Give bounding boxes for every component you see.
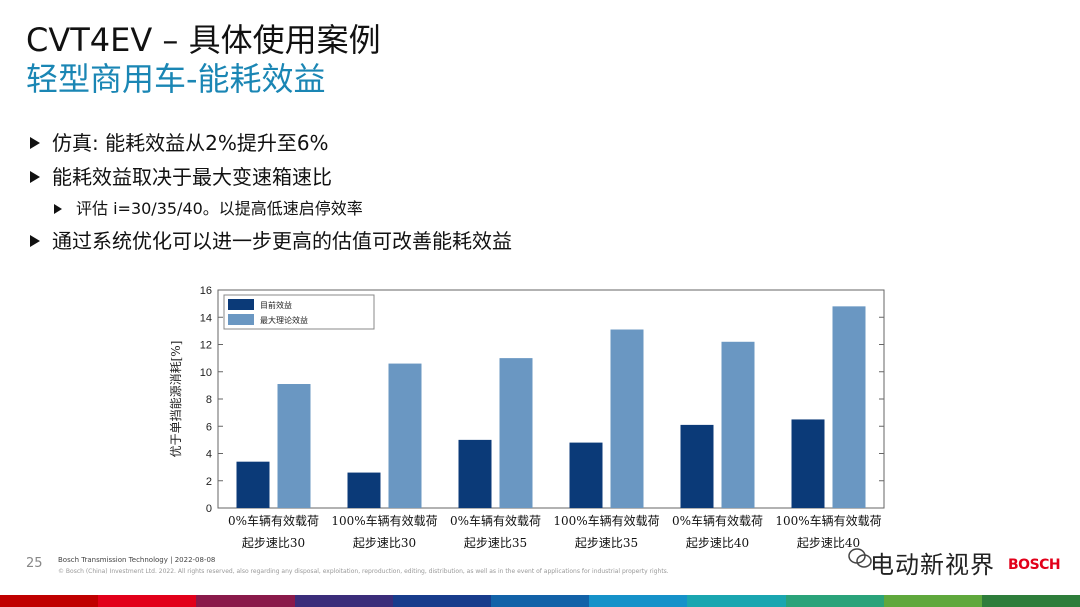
x-category-line: 100%车辆有效载荷 [331, 514, 438, 528]
color-strip-segment [981, 595, 1080, 607]
x-category-line: 0%车辆有效载荷 [227, 514, 320, 528]
wechat-icon [848, 548, 872, 568]
bullet-text: 通过系统优化可以进一步更高的估值可改善能耗效益 [52, 229, 512, 253]
color-strip-segment [196, 595, 295, 607]
bullet-item: 仿真: 能耗效益从2%提升至6% [30, 126, 512, 160]
x-category-label: 0%车辆有效载荷 起步速比30 [214, 510, 334, 554]
bar-current [347, 472, 381, 508]
bullet-item: 能耗效益取决于最大变速箱速比 [30, 160, 512, 194]
y-axis-label: 优于单挡能源消耗[%] [169, 341, 183, 458]
bar-current [236, 461, 270, 508]
x-category-line: 起步速比35 [463, 536, 528, 550]
color-strip-segment [785, 595, 884, 607]
color-strip-segment [0, 595, 99, 607]
x-category-line: 起步速比30 [241, 536, 306, 550]
color-strip-segment [687, 595, 786, 607]
bullet-text: 仿真: 能耗效益从2%提升至6% [52, 131, 329, 155]
x-category-label: 0%车辆有效载荷 起步速比35 [436, 510, 556, 554]
bar-max [388, 363, 422, 508]
y-tick-label: 10 [200, 367, 212, 379]
bar-max [721, 341, 755, 508]
bullet-item: 通过系统优化可以进一步更高的估值可改善能耗效益 [30, 224, 512, 258]
legend-label: 最大理论效益 [260, 315, 308, 325]
color-strip-segment [98, 595, 197, 607]
bar-max [499, 358, 533, 508]
x-category-line: 起步速比40 [685, 536, 750, 550]
page-number: 25 [26, 556, 43, 571]
y-tick-label: 8 [206, 394, 212, 406]
bar-current [791, 419, 825, 508]
x-category-line: 100%车辆有效载荷 [553, 514, 660, 528]
footer-company: Bosch Transmission Technology | 2022-08-… [58, 556, 216, 564]
triangle-bullet-icon [30, 171, 40, 183]
y-tick-label: 6 [206, 421, 212, 433]
color-strip-segment [490, 595, 590, 607]
y-tick-label: 12 [200, 340, 212, 352]
triangle-bullet-icon [30, 235, 40, 247]
y-tick-label: 2 [206, 476, 212, 488]
bullet-list: 仿真: 能耗效益从2%提升至6% 能耗效益取决于最大变速箱速比 评估 i=30/… [30, 126, 512, 258]
bar-current [569, 442, 603, 508]
bar-current [458, 439, 492, 508]
x-category-line: 起步速比40 [796, 536, 861, 550]
x-category-line: 100%车辆有效载荷 [775, 514, 882, 528]
legend-swatch [228, 299, 254, 310]
y-tick-label: 4 [206, 449, 212, 461]
bosch-logo: BOSCH [1008, 557, 1061, 573]
slide-title: CVT4EV – 具体使用案例 [26, 21, 381, 59]
legend-swatch [228, 314, 254, 325]
legend-label: 目前效益 [260, 300, 292, 310]
bar-max [832, 306, 866, 508]
x-category-label: 0%车辆有效载荷 起步速比40 [658, 510, 778, 554]
footer-copyright: © Bosch (China) Investment Ltd. 2022. Al… [58, 568, 669, 575]
x-category-line: 0%车辆有效载荷 [671, 514, 764, 528]
bar-max [277, 384, 311, 508]
color-strip-segment [883, 595, 982, 607]
x-category-line: 起步速比35 [574, 536, 639, 550]
sub-bullet-item: 评估 i=30/35/40。以提高低速启停效率 [54, 194, 512, 224]
x-category-label: 100%车辆有效载荷 起步速比35 [547, 510, 667, 554]
x-category-label: 100%车辆有效载荷 起步速比30 [325, 510, 445, 554]
triangle-bullet-icon [54, 204, 62, 214]
color-strip-segment [294, 595, 393, 607]
y-tick-label: 0 [206, 503, 212, 515]
bar-current [680, 424, 714, 508]
triangle-bullet-icon [30, 137, 40, 149]
slide-subtitle: 轻型商用车-能耗效益 [26, 60, 326, 98]
bar-max [610, 329, 644, 508]
color-strip-segment [589, 595, 688, 607]
y-tick-label: 14 [200, 312, 212, 324]
x-category-label: 100%车辆有效载荷 起步速比40 [769, 510, 889, 554]
color-strip [0, 595, 1080, 607]
color-strip-segment [392, 595, 491, 607]
x-category-line: 起步速比30 [352, 536, 417, 550]
x-category-line: 0%车辆有效载荷 [449, 514, 542, 528]
bullet-text: 能耗效益取决于最大变速箱速比 [52, 165, 332, 189]
watermark-text: 电动新视界 [870, 551, 995, 579]
y-tick-label: 16 [200, 285, 212, 297]
sub-bullet-text: 评估 i=30/35/40。以提高低速启停效率 [76, 199, 363, 218]
